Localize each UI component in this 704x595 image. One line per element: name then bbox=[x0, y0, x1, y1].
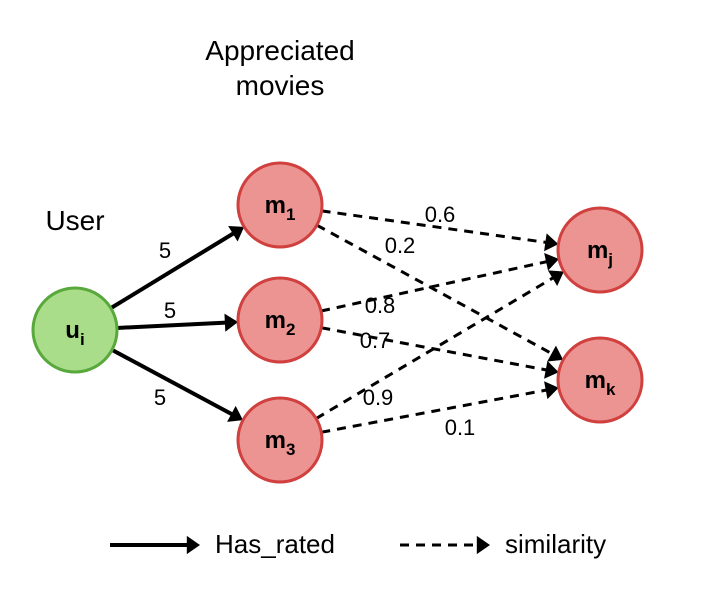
edge-weight: 5 bbox=[164, 298, 176, 323]
edge-weight: 0.9 bbox=[363, 385, 394, 410]
edge-weight: 0.7 bbox=[360, 328, 391, 353]
arrow-head-dashed bbox=[544, 253, 559, 271]
movies-header-line1: Appreciated bbox=[205, 35, 354, 66]
arrow-head-solid bbox=[224, 314, 238, 332]
legend-similarity-label: similarity bbox=[505, 529, 606, 559]
edge-weight: 0.8 bbox=[365, 293, 396, 318]
edge-weight: 0.2 bbox=[385, 233, 416, 258]
arrow-head-solid bbox=[187, 536, 200, 554]
similarity-edge bbox=[321, 261, 550, 311]
edge-weight: 5 bbox=[154, 385, 166, 410]
movies-header-line2: movies bbox=[236, 70, 325, 101]
edge-weight: 0.6 bbox=[425, 202, 456, 227]
edge-weight: 5 bbox=[159, 238, 171, 263]
has-rated-edge bbox=[111, 232, 236, 308]
arrow-head-dashed bbox=[477, 536, 490, 554]
similarity-edge bbox=[316, 276, 556, 418]
has-rated-edge bbox=[117, 323, 229, 328]
similarity-edge bbox=[317, 225, 555, 355]
similarity-edge bbox=[321, 390, 549, 433]
has-rated-edge bbox=[112, 350, 235, 416]
diagram-canvas: 5550.60.20.80.70.90.1uim1m2m3mjmkUserApp… bbox=[0, 0, 704, 595]
arrow-head-dashed bbox=[544, 381, 559, 399]
arrow-head-dashed bbox=[547, 346, 563, 362]
edge-weight: 0.1 bbox=[445, 415, 476, 440]
legend-has-rated-label: Has_rated bbox=[215, 529, 335, 559]
arrow-head-dashed bbox=[544, 361, 559, 379]
user-header: User bbox=[45, 205, 104, 236]
arrow-head-dashed bbox=[544, 233, 558, 251]
